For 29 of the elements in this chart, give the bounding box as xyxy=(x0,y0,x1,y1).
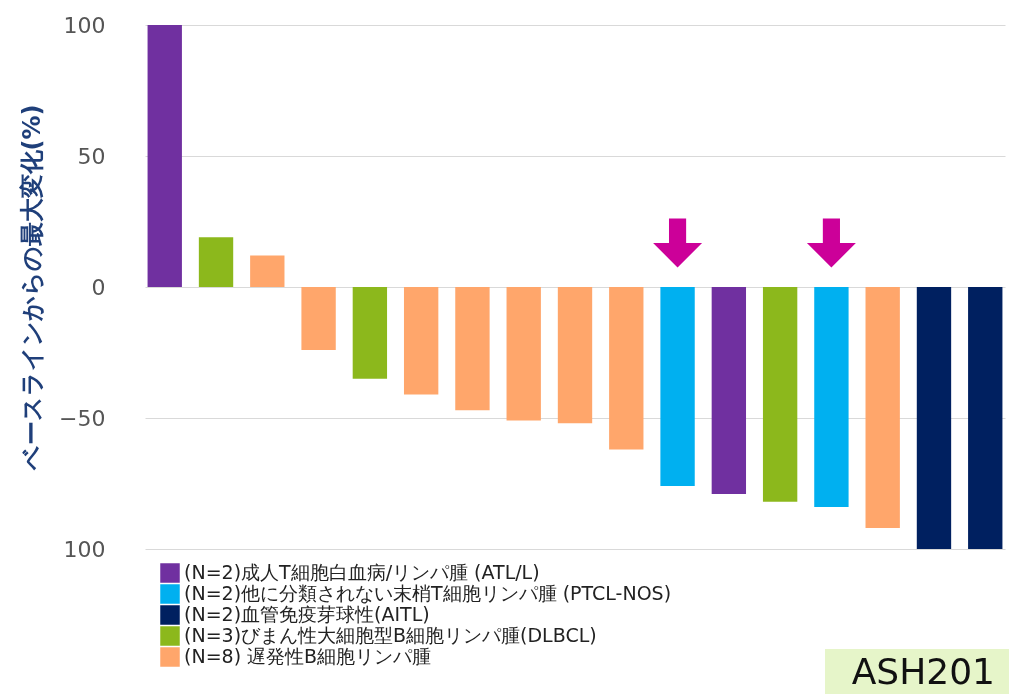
legend-label: (N=8) 遅発性B細胞リンパ腫 xyxy=(184,645,432,667)
bar xyxy=(865,287,900,529)
y-tick-label: 50 xyxy=(77,143,106,169)
bar xyxy=(198,237,234,287)
bar xyxy=(916,287,952,549)
bar xyxy=(814,287,849,508)
bar xyxy=(147,25,182,287)
bar xyxy=(762,287,798,502)
y-tick-label: 0 xyxy=(91,274,106,300)
legend-label: (N=2)他に分類されない末梢T細胞リンパ腫 (PTCL-NOS) xyxy=(184,582,672,604)
legend-label: (N=2)血管免疫芽球性(AITL) xyxy=(184,603,430,625)
bar xyxy=(711,287,747,494)
bar xyxy=(609,287,644,450)
text: ASH201 xyxy=(851,651,995,692)
bar xyxy=(660,287,695,487)
bar xyxy=(403,287,439,395)
bar xyxy=(455,287,490,411)
y-tick-label: −50 xyxy=(59,405,106,431)
bar xyxy=(250,255,285,287)
y-tick-label: 100 xyxy=(63,12,106,38)
bar xyxy=(352,287,388,379)
bar xyxy=(968,287,1003,549)
y-tick-label: 100 xyxy=(63,536,106,562)
legend-label: (N=2)成人T細胞白血病/リンパ腫 (ATL/L) xyxy=(184,561,540,583)
legend-label: (N=3)びまん性大細胞型B細胞リンパ腫(DLBCL) xyxy=(184,624,597,646)
bar xyxy=(506,287,541,421)
bar xyxy=(301,287,336,350)
y-axis-title: ベースラインからの最大変化(%) xyxy=(18,104,47,472)
bar xyxy=(557,287,593,424)
